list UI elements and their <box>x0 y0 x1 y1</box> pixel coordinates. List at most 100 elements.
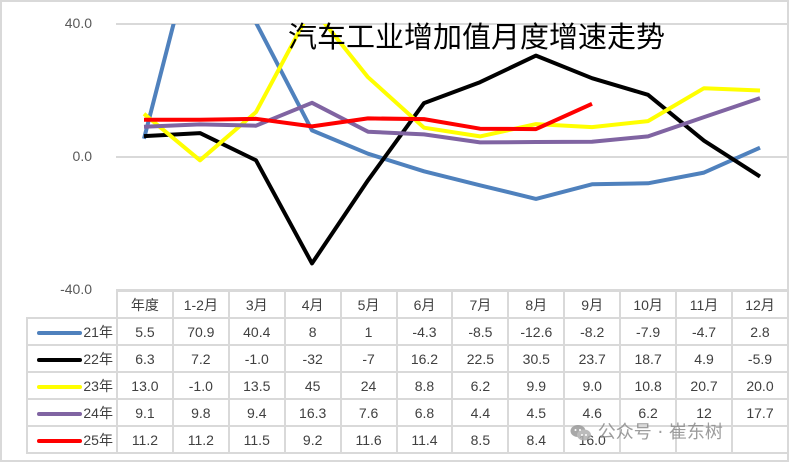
table-cell: 70.9 <box>171 317 230 346</box>
table-cell: 4.6 <box>563 398 622 427</box>
table-cell: -32 <box>283 344 342 373</box>
column-header: 8月 <box>507 290 566 319</box>
table-cell: -1.0 <box>171 371 230 400</box>
column-header: 10月 <box>619 290 678 319</box>
table-cell <box>619 425 678 454</box>
legend-swatch <box>37 357 83 362</box>
column-header: 11月 <box>675 290 733 319</box>
table-cell: -1.0 <box>227 344 286 373</box>
legend-entry: 21年 <box>26 317 118 346</box>
table-cell: 4.4 <box>451 398 510 427</box>
legend-label: 24年 <box>83 404 113 421</box>
table-cell: 11.6 <box>339 425 398 454</box>
table-cell: 11.4 <box>395 425 454 454</box>
table-cell: 24 <box>339 371 398 400</box>
table-cell: 13.0 <box>115 371 174 400</box>
series-line-24年 <box>143 96 761 145</box>
table-cell: 9.1 <box>115 398 174 427</box>
column-header: 6月 <box>395 290 454 319</box>
table-cell: -7 <box>339 344 398 373</box>
table-cell: 22.5 <box>451 344 510 373</box>
table-cell: 11.2 <box>171 425 230 454</box>
legend-label: 21年 <box>83 323 113 340</box>
table-cell: 40.4 <box>227 317 286 346</box>
table-cell: 20.7 <box>675 371 733 400</box>
table-cell: 13.5 <box>227 371 286 400</box>
y-tick-zero: 0.0 <box>72 148 92 164</box>
watermark: 公众号 · 崔东树 <box>570 418 723 444</box>
table-cell <box>675 425 733 454</box>
legend-entry: 25年 <box>26 425 118 454</box>
legend-swatch <box>37 411 83 416</box>
legend-entry: 22年 <box>26 344 118 373</box>
table-cell: 8.8 <box>395 371 454 400</box>
series-line-25年 <box>144 101 593 132</box>
table-cell: 16.0 <box>563 425 622 454</box>
table-corner <box>27 291 118 319</box>
table-cell: 8.5 <box>451 425 510 454</box>
table-cell: 45 <box>283 371 342 400</box>
legend-label: 23年 <box>83 377 113 394</box>
legend-label: 25年 <box>83 431 113 448</box>
table-cell: 20.0 <box>730 371 789 400</box>
legend-label: 22年 <box>83 350 113 367</box>
table-cell: 8.4 <box>507 425 566 454</box>
table-cell: 9.9 <box>507 371 566 400</box>
table-cell: -4.7 <box>675 317 733 346</box>
column-header: 4月 <box>283 290 342 319</box>
series-line-21年 <box>142 24 761 201</box>
table-cell: -7.9 <box>619 317 678 346</box>
table-row: 22年 6.3 7.2 -1.0 -32 -7 16.2 22.5 30.5 23.7 18.7 4.… <box>26 344 789 373</box>
data-table: 年度 1-2月 3月 4月 5月 6月 7月 8月 9月 10月 11月 12月 21年 5.5 70.9 4… <box>26 290 789 454</box>
y-tick-top: 40.0 <box>64 15 92 31</box>
column-header: 9月 <box>563 290 622 319</box>
table-cell: 7.2 <box>171 344 230 373</box>
table-cell: 5.5 <box>115 317 174 346</box>
column-header: 5月 <box>339 290 398 319</box>
gridlines <box>116 23 788 291</box>
table-cell: 6.8 <box>395 398 454 427</box>
table-cell: -5.9 <box>730 344 789 373</box>
table-cell: 9.8 <box>171 398 230 427</box>
series-lines <box>142 24 762 266</box>
table-row: 23年 13.0 -1.0 13.5 45 24 8.8 6.2 9.9 9.0 10.8 20.7 2… <box>26 371 789 400</box>
table-cell: 11.5 <box>227 425 286 454</box>
table-cell: 9.2 <box>283 425 342 454</box>
column-header: 年度 <box>115 290 174 319</box>
table-cell: 1 <box>339 317 398 346</box>
series-line-22年 <box>143 53 762 266</box>
column-header: 3月 <box>227 290 286 319</box>
table-row: 24年 9.1 9.8 9.4 16.3 7.6 6.8 4.4 4.5 4.6 6.2 12 17.7 <box>26 398 789 427</box>
column-header: 7月 <box>451 290 510 319</box>
table-cell: 8 <box>283 317 342 346</box>
table-cell: 17.7 <box>730 398 789 427</box>
legend-swatch <box>37 330 83 335</box>
column-header: 12月 <box>730 290 789 319</box>
table-cell: 16.3 <box>283 398 342 427</box>
watermark-text: 公众号 · 崔东树 <box>597 422 723 443</box>
table-cell: 4.5 <box>507 398 566 427</box>
table-cell: -4.3 <box>395 317 454 346</box>
table-header-row: 年度 1-2月 3月 4月 5月 6月 7月 8月 9月 10月 11月 12月 <box>27 290 789 319</box>
table-cell: 2.8 <box>730 317 789 346</box>
table-cell: 9.0 <box>563 371 622 400</box>
wechat-icon <box>570 425 591 441</box>
legend-swatch <box>37 384 83 389</box>
chart-title: 汽车工业增加值月度增速走势 <box>288 20 666 54</box>
legend-swatch <box>37 438 83 443</box>
table-cell: -8.5 <box>451 317 510 346</box>
table-cell: 6.2 <box>451 371 510 400</box>
legend-entry: 24年 <box>26 398 118 427</box>
table-cell: 18.7 <box>619 344 678 373</box>
table-cell <box>730 425 789 454</box>
table-cell: 6.3 <box>115 344 174 373</box>
table-cell: 6.2 <box>619 398 678 427</box>
table-cell: -8.2 <box>563 317 622 346</box>
legend-entry: 23年 <box>26 371 118 400</box>
table-cell: -12.6 <box>507 317 566 346</box>
table-cell: 23.7 <box>563 344 622 373</box>
table-cell: 11.2 <box>115 425 174 454</box>
table-cell: 16.2 <box>395 344 454 373</box>
table-cell: 9.4 <box>227 398 286 427</box>
